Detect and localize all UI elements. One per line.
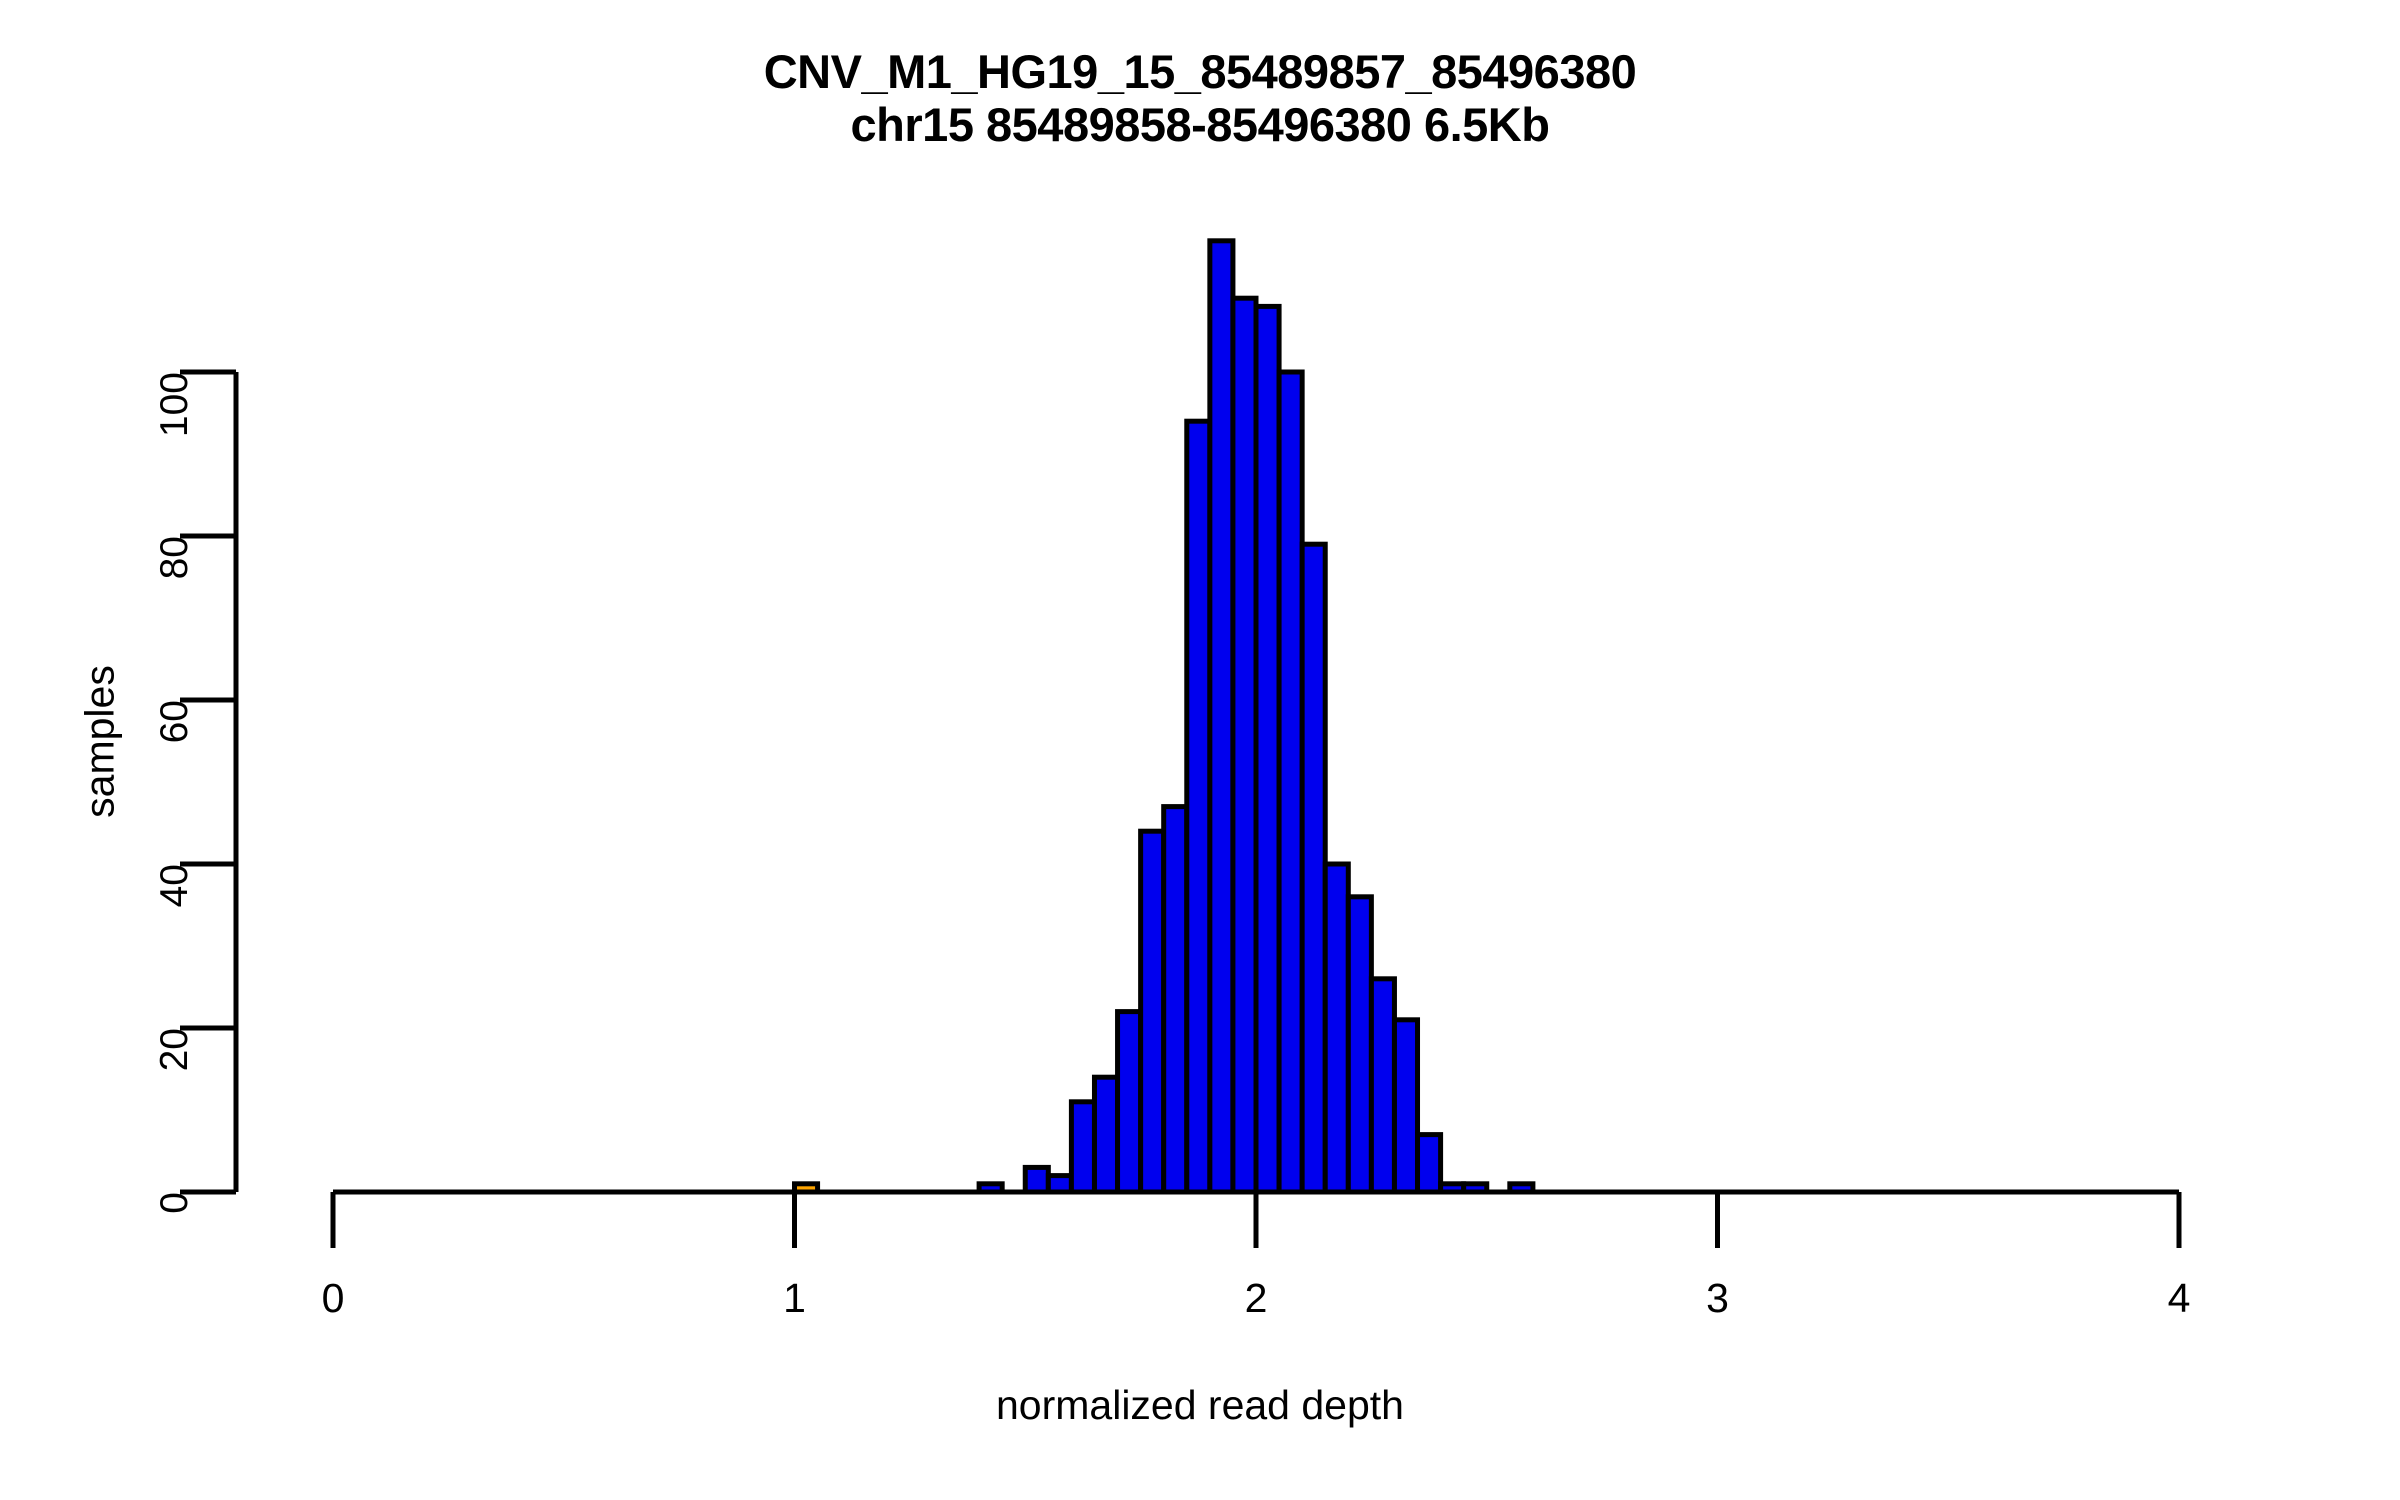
histogram-bar (1322, 861, 1351, 1195)
histogram-bar (1391, 1017, 1421, 1195)
y-axis-tick-label: 100 (153, 372, 196, 438)
histogram-bar (1207, 238, 1236, 1195)
histogram-bar (1368, 976, 1397, 1195)
histogram-bar (1253, 303, 1282, 1195)
histogram-bar (1415, 1132, 1444, 1195)
y-axis-label: samples (76, 665, 123, 818)
histogram-bar (1022, 1164, 1051, 1195)
y-axis-ticks (180, 369, 236, 1195)
x-axis-tick-label: 0 (321, 1275, 345, 1321)
histogram-bar (1091, 1074, 1121, 1195)
chart-title-line-1: CNV_M1_HG19_15_85489857_85496380 (763, 45, 1637, 98)
histogram-bar (1276, 369, 1305, 1195)
histogram-bar (1068, 1099, 1097, 1195)
chart-title: CNV_M1_HG19_15_85489857_85496380 chr15 8… (0, 45, 2400, 151)
x-axis-tick-label: 4 (2167, 1275, 2191, 1321)
histogram-bar (1299, 541, 1328, 1195)
histogram-bar (1115, 1009, 1144, 1195)
plot-axes (180, 369, 2182, 1248)
histogram-bar (1161, 804, 1190, 1195)
x-axis-tick-label: 3 (1706, 1275, 1729, 1321)
histogram-bar (1184, 418, 1213, 1195)
x-axis-tick-label: 2 (1244, 1275, 1268, 1321)
histogram-bars (792, 238, 1536, 1195)
x-axis-tick-label: 1 (783, 1275, 806, 1321)
histogram-bar (1345, 894, 1374, 1195)
x-axis-ticks (330, 1192, 2182, 1248)
x-axis-label: normalized read depth (996, 1382, 1404, 1428)
histogram-bar (1138, 828, 1167, 1195)
histogram-bar (1230, 295, 1259, 1195)
chart-title-line-2: chr15 85489858-85496380 6.5Kb (850, 97, 1550, 151)
